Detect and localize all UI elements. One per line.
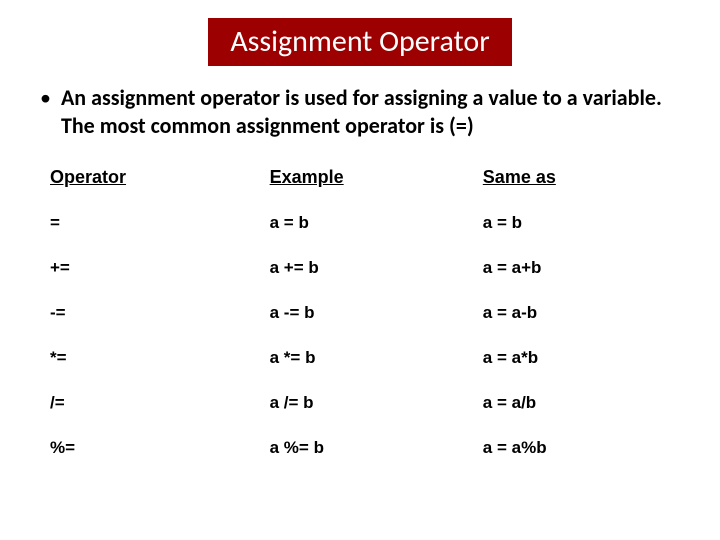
cell-example: a = b [262, 201, 475, 246]
bullet-item: • An assignment operator is used for ass… [34, 84, 690, 139]
col-header-operator: Operator [42, 155, 262, 201]
table-row: = a = b a = b [42, 201, 688, 246]
cell-operator: %= [42, 426, 262, 471]
table-row: *= a *= b a = a*b [42, 336, 688, 381]
cell-example: a -= b [262, 291, 475, 336]
operator-table-container: Operator Example Same as = a = b a = b +… [30, 155, 690, 471]
cell-example: a += b [262, 246, 475, 291]
table-row: /= a /= b a = a/b [42, 381, 688, 426]
cell-sameas: a = a+b [475, 246, 688, 291]
cell-operator: -= [42, 291, 262, 336]
cell-sameas: a = b [475, 201, 688, 246]
cell-sameas: a = a/b [475, 381, 688, 426]
cell-example: a /= b [262, 381, 475, 426]
cell-sameas: a = a%b [475, 426, 688, 471]
cell-operator: /= [42, 381, 262, 426]
bullet-text: An assignment operator is used for assig… [61, 84, 690, 139]
cell-example: a *= b [262, 336, 475, 381]
table-row: += a += b a = a+b [42, 246, 688, 291]
table-row: %= a %= b a = a%b [42, 426, 688, 471]
table-row: -= a -= b a = a-b [42, 291, 688, 336]
cell-example: a %= b [262, 426, 475, 471]
cell-operator: = [42, 201, 262, 246]
cell-operator: *= [42, 336, 262, 381]
cell-operator: += [42, 246, 262, 291]
slide-title: Assignment Operator [208, 18, 511, 66]
col-header-example: Example [262, 155, 475, 201]
cell-sameas: a = a-b [475, 291, 688, 336]
operator-table: Operator Example Same as = a = b a = b +… [42, 155, 688, 471]
table-header-row: Operator Example Same as [42, 155, 688, 201]
slide: Assignment Operator • An assignment oper… [0, 0, 720, 540]
bullet-dot-icon: • [34, 84, 51, 112]
col-header-sameas: Same as [475, 155, 688, 201]
bullet-block: • An assignment operator is used for ass… [30, 84, 690, 139]
cell-sameas: a = a*b [475, 336, 688, 381]
